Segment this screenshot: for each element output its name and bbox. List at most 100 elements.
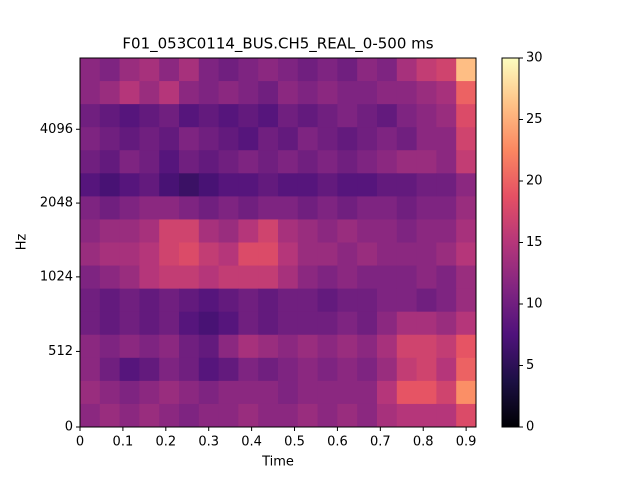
heatmap-cell xyxy=(456,196,477,220)
heatmap-cell xyxy=(179,173,200,197)
heatmap-cell xyxy=(377,104,398,128)
heatmap-cell xyxy=(198,403,220,428)
x-tick-label: 0.3 xyxy=(198,435,219,450)
heatmap-cell xyxy=(159,150,180,174)
heatmap-cell xyxy=(179,127,200,151)
heatmap-cell xyxy=(238,288,259,313)
heatmap-cell xyxy=(337,357,358,382)
colorbar-tick-label: 10 xyxy=(526,297,543,312)
heatmap-cell xyxy=(357,334,378,359)
heatmap-cell xyxy=(416,150,437,174)
heatmap-cell xyxy=(258,288,279,313)
heatmap-cell xyxy=(456,104,477,128)
heatmap-cell xyxy=(456,334,477,359)
heatmap-cell xyxy=(337,380,358,405)
heatmap-cell xyxy=(456,380,477,405)
heatmap-cell xyxy=(218,173,239,197)
heatmap-cell xyxy=(436,265,457,290)
heatmap-cell xyxy=(119,219,140,243)
heatmap-cell xyxy=(198,380,220,405)
heatmap-cell xyxy=(396,81,418,105)
heatmap-cell xyxy=(258,173,279,197)
heatmap-cell xyxy=(436,81,457,105)
heatmap-cell xyxy=(198,150,220,174)
heatmap-cell xyxy=(436,357,457,382)
heatmap-cell xyxy=(99,127,121,151)
heatmap-cell xyxy=(159,127,180,151)
heatmap-cell xyxy=(396,288,418,313)
y-tick-label: 1024 xyxy=(40,269,73,284)
heatmap-cell xyxy=(80,334,101,359)
heatmap-cell xyxy=(377,265,398,290)
heatmap-cell xyxy=(416,265,437,290)
x-axis-label: Time xyxy=(261,455,294,470)
heatmap-cell xyxy=(80,265,101,290)
heatmap-cell xyxy=(297,150,319,174)
heatmap-cell xyxy=(357,403,378,428)
heatmap-cell xyxy=(80,104,101,128)
heatmap-cell xyxy=(218,81,239,105)
heatmap-cell xyxy=(119,127,140,151)
heatmap-cell xyxy=(238,58,259,82)
heatmap-cell xyxy=(179,58,200,82)
heatmap-cell xyxy=(179,288,200,313)
heatmap-cell xyxy=(198,58,220,82)
heatmap-cell xyxy=(258,219,279,243)
heatmap-cell xyxy=(119,104,140,128)
heatmap-cell xyxy=(218,334,239,359)
heatmap-cell xyxy=(377,150,398,174)
heatmap-cell xyxy=(198,104,220,128)
heatmap-cell xyxy=(337,150,358,174)
heatmap-cell xyxy=(238,311,259,336)
heatmap-cell xyxy=(218,357,239,382)
heatmap-cell xyxy=(119,403,140,428)
heatmap-cell xyxy=(416,104,437,128)
heatmap-cell xyxy=(119,265,140,290)
heatmap-cell xyxy=(159,380,180,405)
heatmap-cell xyxy=(278,173,299,197)
heatmap-cell xyxy=(179,357,200,382)
heatmap-cell xyxy=(179,242,200,267)
heatmap-cell xyxy=(297,81,319,105)
heatmap-cell xyxy=(357,196,378,220)
heatmap-cell xyxy=(278,311,299,336)
heatmap-cell xyxy=(198,265,220,290)
heatmap-cell xyxy=(416,334,437,359)
heatmap-cell xyxy=(139,58,160,82)
heatmap-cell xyxy=(99,104,121,128)
heatmap-cell xyxy=(357,58,378,82)
heatmap-cell xyxy=(297,173,319,197)
heatmap-cell xyxy=(258,81,279,105)
heatmap-cell xyxy=(159,311,180,336)
heatmap-cell xyxy=(396,311,418,336)
heatmap-cell xyxy=(416,58,437,82)
heatmap-cell xyxy=(258,403,279,428)
heatmap-cell xyxy=(99,242,121,267)
heatmap-cell xyxy=(179,265,200,290)
heatmap-cell xyxy=(396,265,418,290)
heatmap-cell xyxy=(396,58,418,82)
heatmap-cell xyxy=(159,58,180,82)
x-tick-label: 0.8 xyxy=(413,435,434,450)
heatmap-cell xyxy=(357,242,378,267)
heatmap-cell xyxy=(99,173,121,197)
chart-title: F01_053C0114_BUS.CH5_REAL_0-500 ms xyxy=(122,35,433,54)
heatmap-cell xyxy=(198,242,220,267)
heatmap-cell xyxy=(377,196,398,220)
heatmap-cell xyxy=(337,58,358,82)
heatmap-cell xyxy=(337,288,358,313)
heatmap-cell xyxy=(99,265,121,290)
colorbar-tick-label: 5 xyxy=(526,358,534,373)
heatmap-cell xyxy=(396,127,418,151)
x-tick-label: 0.1 xyxy=(113,435,134,450)
heatmap-cell xyxy=(179,81,200,105)
heatmap-cell xyxy=(119,242,140,267)
heatmap-cell xyxy=(159,196,180,220)
colorbar-tick-label: 20 xyxy=(526,174,543,189)
heatmap-cell xyxy=(218,311,239,336)
heatmap-cell xyxy=(258,127,279,151)
heatmap-cell xyxy=(377,357,398,382)
heatmap-cell xyxy=(278,58,299,82)
heatmap-cell xyxy=(357,265,378,290)
heatmap-cell xyxy=(179,104,200,128)
